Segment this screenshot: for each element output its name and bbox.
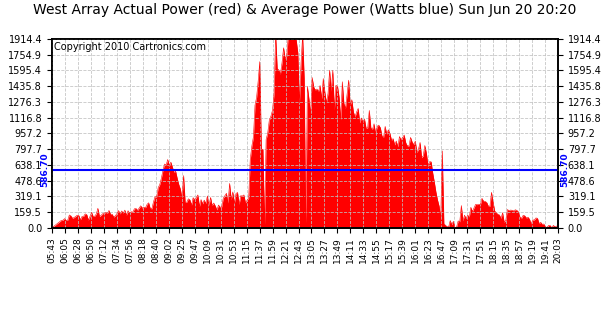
Text: 586.70: 586.70	[40, 153, 49, 187]
Text: West Array Actual Power (red) & Average Power (Watts blue) Sun Jun 20 20:20: West Array Actual Power (red) & Average …	[34, 3, 576, 17]
Text: 586.70: 586.70	[561, 153, 570, 187]
Text: Copyright 2010 Cartronics.com: Copyright 2010 Cartronics.com	[54, 42, 206, 51]
